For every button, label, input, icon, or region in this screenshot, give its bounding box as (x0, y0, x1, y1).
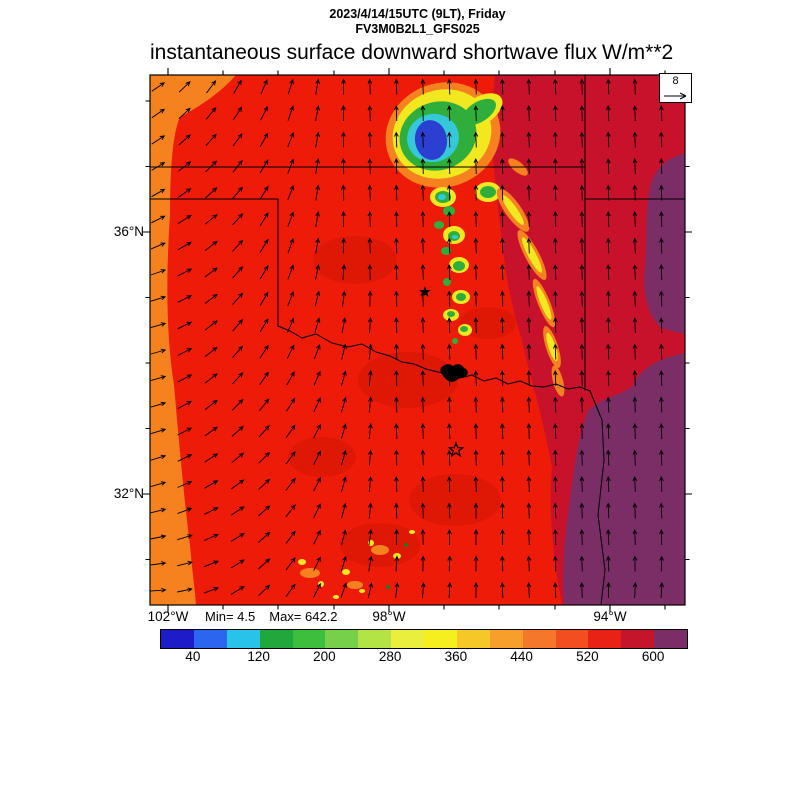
colorbar-tick-label: 120 (247, 649, 270, 664)
colorbar-segment (522, 630, 556, 648)
colorbar (160, 629, 688, 649)
colorbar-segment (226, 630, 260, 648)
colorbar-segment (588, 630, 622, 648)
lon-label-102w: 102°W (147, 609, 189, 624)
lat-label-36n: 36°N (113, 224, 144, 239)
wind-vector-arrows (150, 78, 665, 599)
reference-vector-arrow-icon (663, 92, 686, 100)
flux-streaks-southeast (496, 158, 565, 397)
flux-region-purple-southeast (563, 353, 685, 605)
reference-vector-box: 8 (659, 73, 692, 103)
header-block: 2023/4/14/15UTC (9LT), Friday FV3M0B2L1_… (150, 7, 685, 37)
cloud-speckle-trail (430, 187, 472, 344)
flux-field (150, 75, 685, 605)
colorbar-tick-label: 520 (576, 649, 599, 664)
colorbar-segment (456, 630, 490, 648)
flux-speckles-south (298, 530, 415, 599)
city-markers (419, 286, 465, 458)
reference-vector-value: 8 (672, 75, 679, 87)
colorbar-tick-label: 40 (185, 649, 201, 664)
colorbar-tick-label: 600 (641, 649, 665, 664)
city-marker-open-star (447, 440, 465, 458)
colorbar-tick-label: 440 (510, 649, 533, 664)
colorbar-segment (555, 630, 589, 648)
axis-tick-marks (143, 68, 692, 612)
max-value-label: Max= 642.2 (269, 609, 338, 624)
city-marker-filled-star (419, 286, 431, 297)
cloud-low-flux-cluster (385, 82, 503, 202)
lake-texoma (440, 364, 468, 382)
model-run-label: FV3M0B2L1_GFS025 (355, 22, 480, 36)
min-value-label: Min= 4.5 (205, 609, 256, 624)
units-label: W/m**2 (602, 41, 674, 64)
colorbar-segment (161, 630, 194, 648)
colorbar-segment (424, 630, 457, 648)
cloud-core-blue (414, 120, 448, 160)
chart-title: instantaneous surface downward shortwave… (150, 41, 598, 64)
colorbar-segment (325, 630, 359, 648)
colorbar-tick-label: 360 (444, 649, 468, 664)
colorbar-tick-label: 200 (313, 649, 336, 664)
minmax-stats: Min= 4.5 Max= 642.2 (205, 609, 338, 624)
flux-region-orange-west (150, 75, 236, 605)
colorbar-segment (621, 630, 655, 648)
colorbar-segment (489, 630, 523, 648)
flux-region-purple-band (644, 153, 685, 334)
colorbar-segment (292, 630, 326, 648)
colorbar-segment (193, 630, 227, 648)
lat-label-32n: 32°N (113, 486, 144, 501)
map-plot (143, 68, 692, 612)
lon-label-98w: 98°W (372, 609, 406, 624)
map-frame (149, 74, 686, 606)
colorbar-segment (391, 630, 424, 648)
colorbar-tick-label: 280 (378, 649, 402, 664)
lon-label-94w: 94°W (593, 609, 627, 624)
colorbar-segment (654, 630, 687, 648)
valid-time-label: 2023/4/14/15UTC (9LT), Friday (329, 7, 506, 21)
colorbar-segment (358, 630, 392, 648)
colorbar-segment (259, 630, 293, 648)
